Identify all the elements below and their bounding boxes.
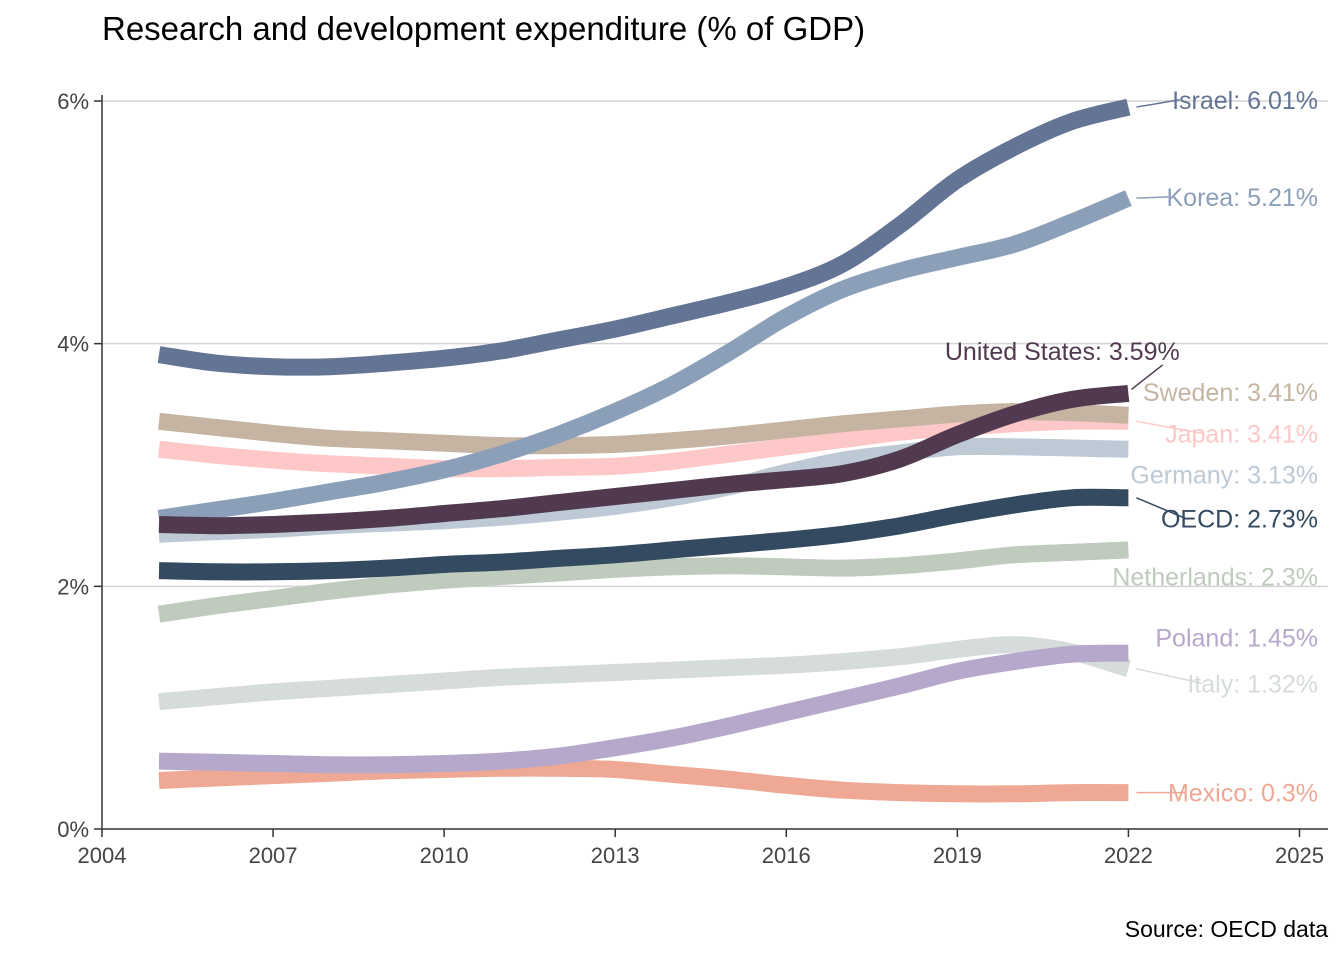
- x-tick-label: 2022: [1104, 843, 1153, 868]
- y-tick-label: 6%: [57, 89, 89, 114]
- y-tick-label: 0%: [57, 817, 89, 842]
- series-label-oecd: OECD: 2.73%: [1161, 505, 1318, 533]
- x-tick-label: 2025: [1275, 843, 1324, 868]
- x-tick-label: 2007: [249, 843, 298, 868]
- series-label-germany: Germany: 3.13%: [1130, 462, 1318, 490]
- series-line-oecd: [158, 488, 1129, 581]
- series-label-poland: Poland: 1.45%: [1155, 624, 1318, 652]
- series-label-italy: Italy: 1.32%: [1187, 670, 1318, 698]
- series-line-italy: [158, 636, 1131, 711]
- series-label-israel: Israel: 6.01%: [1172, 87, 1318, 115]
- label-connector-italy: [1136, 668, 1203, 685]
- series-label-mexico: Mexico: 0.3%: [1168, 780, 1318, 808]
- series-line-poland: [158, 644, 1129, 774]
- x-tick-label: 2010: [420, 843, 469, 868]
- y-tick-label: 2%: [57, 574, 89, 599]
- series-labels: Italy: 1.32% Mexico: 0.3% Poland: 1.45% Net…: [945, 87, 1318, 808]
- label-connector-japan: [1136, 420, 1203, 435]
- series-label-sweden: Sweden: 3.41%: [1143, 379, 1318, 407]
- x-tick-label: 2013: [591, 843, 640, 868]
- label-connector-israel: [1136, 99, 1180, 108]
- y-tick-label: 4%: [57, 332, 89, 357]
- series-line-mexico: [158, 759, 1129, 803]
- label-connector-oecd: [1136, 497, 1186, 520]
- series-lines: [157, 98, 1132, 803]
- series-label-united-states: United States: 3.59%: [945, 338, 1180, 366]
- series-line-sweden: [158, 403, 1129, 455]
- axes: 0% 2% 4% 6% 2004 2007 2010 2013 2016 2019 2022 2025: [57, 89, 1328, 868]
- series-label-japan: Japan: 3.41%: [1165, 420, 1318, 448]
- series-line-netherlands: [157, 541, 1129, 623]
- label-connector-korea: [1136, 196, 1169, 199]
- x-tick-label: 2019: [933, 843, 982, 868]
- chart-source: Source: OECD data: [1124, 916, 1328, 942]
- series-label-korea: Korea: 5.21%: [1167, 184, 1319, 212]
- label-connector-united-states: [1130, 364, 1164, 391]
- x-tick-label: 2004: [78, 843, 127, 868]
- series-label-netherlands: Netherlands: 2.3%: [1112, 564, 1318, 592]
- series-line-korea: [157, 190, 1132, 527]
- series-line-united-states: [158, 384, 1130, 535]
- x-tick-label: 2016: [762, 843, 811, 868]
- series-line-israel: [157, 98, 1131, 376]
- chart-title: Research and development expenditure (% …: [102, 10, 866, 47]
